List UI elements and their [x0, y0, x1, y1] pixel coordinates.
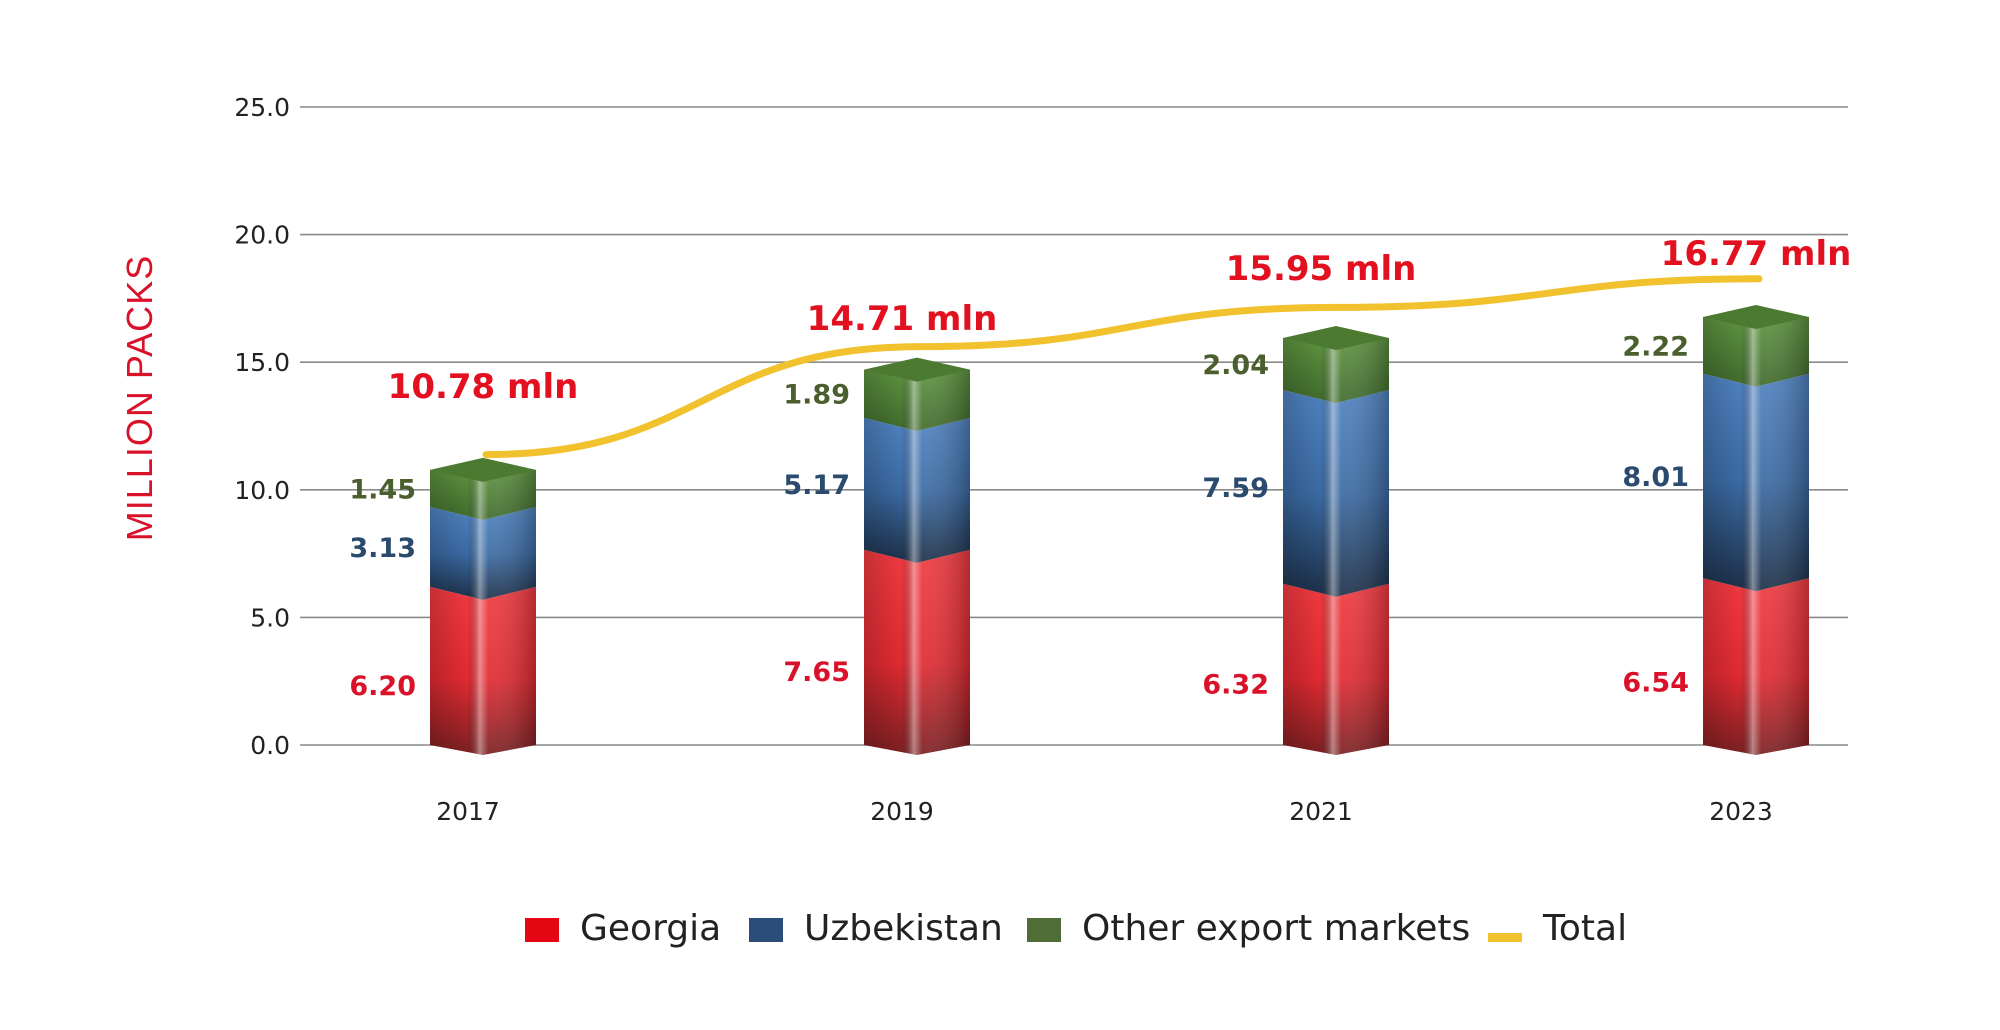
bar-top-cap — [1703, 305, 1809, 330]
bar-segment-shading — [1283, 390, 1389, 597]
x-tick-label: 2023 — [1709, 797, 1773, 826]
bar-segment-shading — [430, 586, 536, 755]
bar-segment-shading — [864, 549, 970, 755]
gridlines — [300, 106, 1848, 746]
legend-swatch — [525, 918, 559, 942]
bar-segment-shading — [1283, 337, 1389, 404]
legend-label: Uzbekistan — [804, 908, 1003, 949]
legend-item: Georgia — [525, 908, 721, 949]
x-tick-label: 2017 — [436, 797, 500, 826]
value-label-other-export-markets: 2.22 — [1622, 331, 1689, 362]
value-labels: 6.20 3.13 1.45 7.65 5.17 1.89 6.32 7.59 2.04 6.54… — [349, 331, 1689, 702]
legend-swatch — [749, 918, 783, 942]
bar-segment-shading — [1703, 578, 1809, 755]
y-tick-label: 20.0 — [234, 221, 290, 250]
bar-stack-2023 — [1703, 305, 1809, 755]
legend-label: Total — [1542, 908, 1627, 949]
total-label: 10.78 mln — [388, 367, 579, 407]
value-label-other-export-markets: 1.45 — [349, 474, 416, 505]
value-label-other-export-markets: 1.89 — [783, 380, 850, 411]
bars — [430, 305, 1809, 755]
total-label: 16.77 mln — [1661, 234, 1852, 274]
legend-item: Total — [1488, 908, 1627, 949]
total-label: 14.71 mln — [807, 299, 998, 339]
value-label-uzbekistan: 3.13 — [349, 533, 416, 564]
legend-line-swatch — [1488, 933, 1522, 942]
y-axis: 0.0 5.0 10.0 15.0 20.0 25.0 — [234, 93, 290, 760]
bar-top-cap — [430, 457, 536, 482]
bar-stack-2021 — [1283, 325, 1389, 755]
x-tick-label: 2021 — [1289, 797, 1353, 826]
y-tick-label: 25.0 — [234, 93, 290, 122]
y-tick-label: 15.0 — [234, 348, 290, 377]
y-tick-label: 5.0 — [250, 603, 290, 632]
value-label-georgia: 7.65 — [783, 657, 850, 688]
bar-segment-shading — [864, 369, 970, 431]
legend-swatch — [1027, 918, 1061, 942]
y-tick-label: 10.0 — [234, 476, 290, 505]
value-label-georgia: 6.54 — [1622, 668, 1689, 699]
x-axis: 2017 2019 2021 2023 — [436, 797, 1773, 826]
bar-stack-2017 — [430, 457, 536, 755]
bar-stack-2019 — [864, 357, 970, 755]
legend: Georgia Uzbekistan Other export markets Tot… — [525, 908, 1627, 949]
bar-segment-shading — [430, 506, 536, 600]
value-label-uzbekistan: 7.59 — [1202, 473, 1269, 504]
legend-label: Georgia — [580, 908, 721, 949]
legend-label: Other export markets — [1082, 908, 1470, 949]
bar-top-cap — [864, 357, 970, 382]
y-tick-label: 0.0 — [250, 731, 290, 760]
total-line — [482, 275, 1763, 459]
value-label-uzbekistan: 8.01 — [1622, 462, 1689, 493]
value-label-uzbekistan: 5.17 — [783, 470, 850, 501]
value-label-georgia: 6.20 — [349, 671, 416, 702]
bar-segment-shading — [864, 417, 970, 563]
x-tick-label: 2019 — [870, 797, 934, 826]
bar-top-cap — [1283, 325, 1389, 350]
legend-item: Uzbekistan — [749, 908, 1003, 949]
value-label-other-export-markets: 2.04 — [1202, 350, 1269, 381]
bar-segment-shading — [1703, 317, 1809, 387]
total-line-group: 10.78 mln 14.71 mln 15.95 mln 16.77 mln — [388, 234, 1852, 459]
total-label: 15.95 mln — [1226, 249, 1417, 289]
bar-segment-shading — [1283, 583, 1389, 755]
y-axis-label: MILLION PACKS — [119, 255, 160, 541]
value-label-georgia: 6.32 — [1202, 670, 1269, 701]
legend-item: Other export markets — [1027, 908, 1470, 949]
bar-segment-shading — [1703, 373, 1809, 592]
bar-segment-shading — [430, 469, 536, 520]
